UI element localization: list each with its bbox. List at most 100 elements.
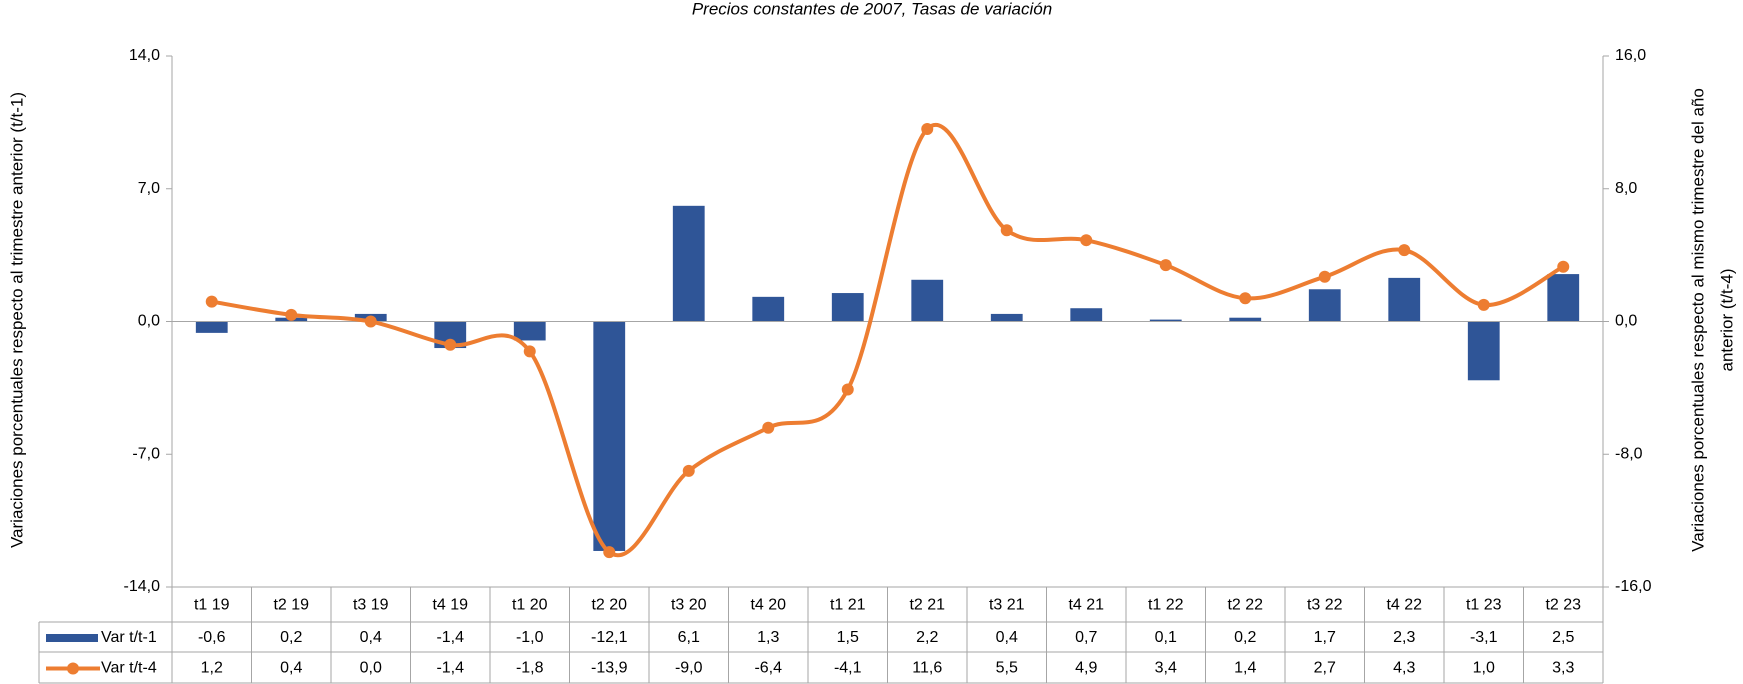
table-value: 0,2 [280,629,302,646]
table-value: -4,1 [834,660,862,677]
x-tick-label: t2 21 [909,597,945,614]
x-tick-label: t2 22 [1227,597,1263,614]
table-value: 1,4 [1234,660,1256,677]
bar [1467,321,1500,381]
y2-tick-label: -16,0 [1615,578,1652,595]
bar [990,313,1023,322]
table-value: -1,0 [516,629,544,646]
y-tick-label: 14,0 [129,47,160,64]
legend-label: Var t/t-1 [101,629,157,646]
table-value: 0,7 [1075,629,1097,646]
table-value: 2,2 [916,629,938,646]
x-tick-label: t1 20 [512,597,548,614]
table-value: -1,4 [436,660,464,677]
x-tick-label: t1 22 [1148,597,1184,614]
table-value: -0,6 [198,629,226,646]
bar [1388,277,1421,322]
x-tick-label: t4 19 [432,597,468,614]
y2-tick-label: 16,0 [1615,47,1646,64]
point [841,383,854,396]
bar [1308,289,1341,322]
point [1318,270,1331,283]
table-value: -9,0 [675,660,703,677]
y-tick-label: -7,0 [132,445,160,462]
y-axis-label: Variaciones porcentuales respecto al tri… [7,92,26,548]
bar [752,296,785,322]
y2-tick-label: 0,0 [1615,313,1637,330]
y2-tick-label: 8,0 [1615,180,1637,197]
point [285,308,298,321]
bar [195,321,228,333]
table-value: 2,3 [1393,629,1415,646]
point [1477,298,1490,311]
point [205,295,218,308]
y-tick-label: 7,0 [138,180,160,197]
table-value: 3,3 [1552,660,1574,677]
table-value: -6,4 [754,660,782,677]
bar [1070,308,1103,322]
point [1398,244,1411,257]
table-value: 6,1 [678,629,700,646]
x-tick-label: t3 21 [989,597,1025,614]
x-tick-label: t2 19 [273,597,309,614]
x-tick-label: t4 20 [750,597,786,614]
x-tick-label: t3 20 [671,597,707,614]
bar [1547,274,1580,322]
y2-axis-label: Variaciones porcentuales respecto al mis… [1688,88,1707,552]
table-value: 2,7 [1314,660,1336,677]
bar [672,205,705,322]
bar [593,321,626,551]
point [603,546,616,559]
table-value: 1,3 [757,629,779,646]
table-value: 4,9 [1075,660,1097,677]
point [1000,224,1013,237]
x-tick-label: t2 20 [591,597,627,614]
point [1557,260,1570,273]
chart-subtitle: Precios constantes de 2007, Tasas de var… [692,0,1052,18]
table-value: -13,9 [591,660,628,677]
x-tick-label: t3 19 [353,597,389,614]
table-value: 1,2 [201,660,223,677]
bar [1149,319,1182,322]
bar [831,293,864,322]
table-value: 0,0 [360,660,382,677]
point [364,315,377,328]
table-value: 0,4 [280,660,302,677]
x-tick-label: t1 19 [194,597,230,614]
point [762,421,775,434]
bar [1229,317,1262,322]
bar [911,279,944,322]
table-value: 3,4 [1155,660,1177,677]
table-value: 0,4 [360,629,382,646]
table-value: 5,5 [996,660,1018,677]
y-tick-label: -14,0 [124,578,161,595]
point [1159,259,1172,272]
point [1080,234,1093,247]
line [211,123,1565,558]
table-value: -3,1 [1470,629,1498,646]
x-tick-label: t4 21 [1068,597,1104,614]
point [1239,292,1252,305]
y2-axis-label: anterior (t/t-4) [1717,269,1736,372]
x-tick-label: t1 23 [1466,597,1502,614]
point [682,464,695,477]
y2-tick-label: -8,0 [1615,445,1643,462]
legend-label: Var t/t-4 [101,660,157,677]
bar [513,321,546,341]
x-tick-label: t4 22 [1386,597,1422,614]
table-value: 1,5 [837,629,859,646]
x-tick-label: t2 23 [1545,597,1581,614]
legend-swatch [67,662,79,675]
table-value: 0,4 [996,629,1018,646]
table-value: 1,7 [1314,629,1336,646]
point [444,338,457,351]
table-value: 2,5 [1552,629,1574,646]
y-tick-label: 0,0 [138,313,160,330]
table-value: 0,1 [1155,629,1177,646]
table-value: -1,4 [436,629,464,646]
table-value: 4,3 [1393,660,1415,677]
point [523,345,536,358]
table-value: -12,1 [591,629,628,646]
table-value: 1,0 [1473,660,1495,677]
